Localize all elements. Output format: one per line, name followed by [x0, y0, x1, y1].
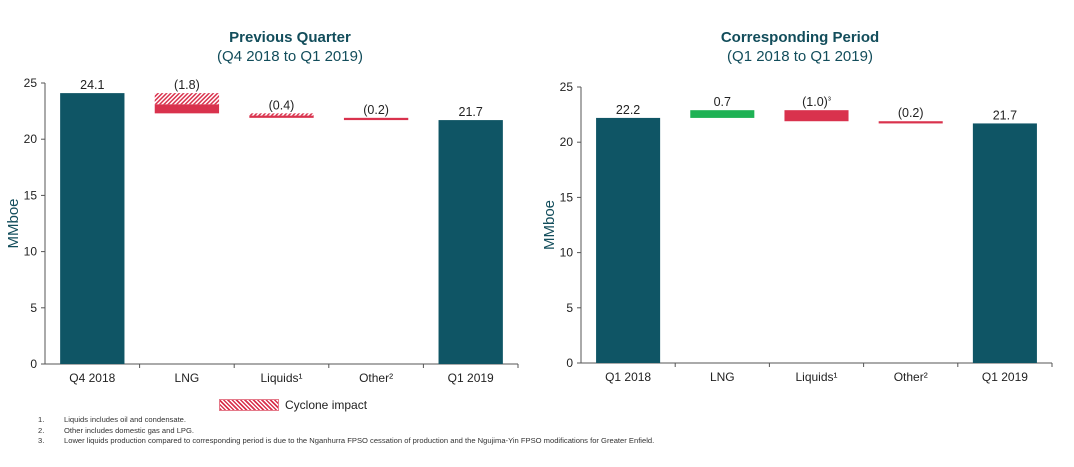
y-tick-label: 5	[30, 301, 37, 315]
x-tick-label: Other²	[359, 371, 393, 385]
x-tick-label: Q1 2018	[605, 370, 651, 384]
bar-liquids	[249, 115, 314, 118]
chart-title-corresponding-period: Corresponding Period (Q1 2018 to Q1 2019…	[650, 28, 950, 66]
y-tick-label: 10	[24, 245, 38, 259]
legend-label: Cyclone impact	[285, 398, 368, 412]
y-axis-label: MMboe	[541, 200, 558, 250]
bar-q1-2019	[438, 120, 503, 364]
bar-other	[343, 117, 409, 121]
bar-liquids-cyclone-impact	[249, 113, 314, 116]
cyclone-impact-swatch	[219, 399, 279, 411]
x-tick-label: Q1 2019	[982, 370, 1028, 384]
y-tick-label: 25	[560, 80, 574, 94]
data-label: (0.4)	[269, 98, 295, 112]
bar-q1-2018	[596, 117, 661, 363]
chart-title: Previous Quarter	[229, 29, 351, 46]
x-tick-label: LNG	[175, 371, 200, 385]
data-label: 24.1	[80, 78, 104, 92]
data-label: (1.0)³	[802, 95, 831, 109]
y-tick-label: 0	[30, 357, 37, 371]
x-tick-label: Liquids¹	[795, 370, 837, 384]
bar-lng	[154, 104, 220, 114]
footnote: 3. Lower liquids production compared to …	[38, 436, 655, 446]
chart-title-previous-quarter: Previous Quarter (Q4 2018 to Q1 2019)	[140, 28, 440, 66]
x-tick-label: LNG	[710, 370, 735, 384]
data-label: (1.8)	[174, 78, 200, 92]
y-tick-label: 0	[566, 356, 573, 370]
y-tick-label: 25	[24, 76, 38, 90]
bar-lng-cyclone-impact	[154, 93, 220, 105]
y-tick-label: 15	[560, 190, 574, 204]
data-label: 21.7	[459, 105, 483, 119]
y-tick-label: 5	[566, 301, 573, 315]
data-label: (0.2)	[898, 106, 924, 120]
bar-liquids	[784, 110, 849, 122]
chart-title: Corresponding Period	[720, 29, 880, 46]
legend: Cyclone impact	[219, 398, 367, 412]
data-label: 22.2	[616, 103, 640, 117]
y-tick-label: 20	[24, 132, 38, 146]
data-label: (0.2)	[363, 103, 389, 117]
footnotes: 1. Liquids includes oil and condensate. …	[38, 415, 654, 447]
bar-lng	[690, 110, 755, 118]
y-tick-label: 15	[24, 188, 38, 202]
footnote: 1. Liquids includes oil and condensate.	[38, 415, 187, 424]
data-label: 0.7	[714, 95, 731, 109]
x-tick-label: Q4 2018	[69, 371, 115, 385]
y-axis-label: MMboe	[5, 198, 22, 248]
bar-q1-2019	[972, 123, 1037, 363]
footnote: 2. Other includes domestic gas and LPG.	[38, 425, 195, 435]
bar-q4-2018	[60, 93, 125, 364]
data-label: 21.7	[993, 108, 1017, 122]
y-tick-label: 10	[560, 246, 574, 260]
chart-subtitle: (Q4 2018 to Q1 2019)	[217, 48, 363, 65]
x-tick-label: Q1 2019	[448, 371, 494, 385]
y-tick-label: 20	[560, 135, 574, 149]
chart-subtitle: (Q1 2018 to Q1 2019)	[727, 48, 873, 65]
x-tick-label: Other²	[894, 370, 928, 384]
bar-other	[878, 121, 943, 124]
x-tick-label: Liquids¹	[260, 371, 302, 385]
